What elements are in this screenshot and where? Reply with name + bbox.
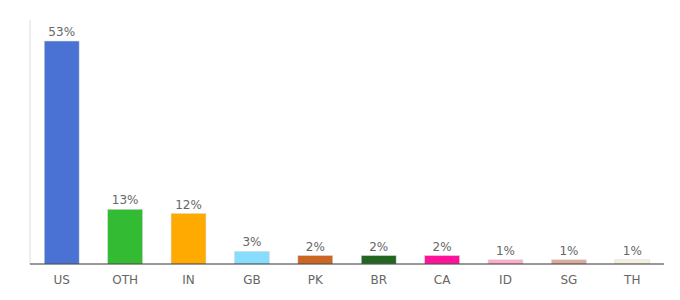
bar xyxy=(44,41,79,264)
x-tick-label: IN xyxy=(182,273,195,287)
data-label: 13% xyxy=(112,193,139,207)
data-label: 3% xyxy=(242,235,261,249)
data-label: 1% xyxy=(559,244,578,258)
x-tick-labels: US OTH IN GB PK BR CA ID SG TH xyxy=(53,273,640,287)
bar xyxy=(171,214,206,264)
bar xyxy=(425,256,460,264)
x-tick-label: GB xyxy=(243,273,261,287)
bar xyxy=(234,251,269,264)
data-labels: 53% 13% 12% 3% 2% 2% 2% 1% 1% 1% xyxy=(48,25,641,258)
data-label: 12% xyxy=(175,198,202,212)
data-label: 1% xyxy=(623,244,642,258)
data-label: 2% xyxy=(306,240,325,254)
bar xyxy=(488,260,523,264)
x-tick-label: SG xyxy=(560,273,577,287)
chart: 53% 13% 12% 3% 2% 2% 2% 1% 1% 1% US OTH IN GB PK BR CA ID… xyxy=(0,0,680,300)
x-tick-label: ID xyxy=(499,273,512,287)
data-label: 53% xyxy=(48,25,75,39)
bar xyxy=(108,209,143,264)
bar xyxy=(615,260,650,264)
x-axis-line xyxy=(30,264,664,265)
bar xyxy=(551,260,586,264)
data-label: 2% xyxy=(433,240,452,254)
x-tick-label: US xyxy=(53,273,69,287)
bars xyxy=(44,41,649,264)
data-label: 2% xyxy=(369,240,388,254)
y-axis-line xyxy=(30,20,31,264)
x-tick-label: BR xyxy=(370,273,387,287)
x-tick-label: CA xyxy=(434,273,451,287)
x-tick-label: PK xyxy=(308,273,324,287)
bar xyxy=(361,256,396,264)
data-label: 1% xyxy=(496,244,515,258)
x-tick-label: TH xyxy=(623,273,640,287)
x-tick-label: OTH xyxy=(112,273,138,287)
bar xyxy=(298,256,333,264)
